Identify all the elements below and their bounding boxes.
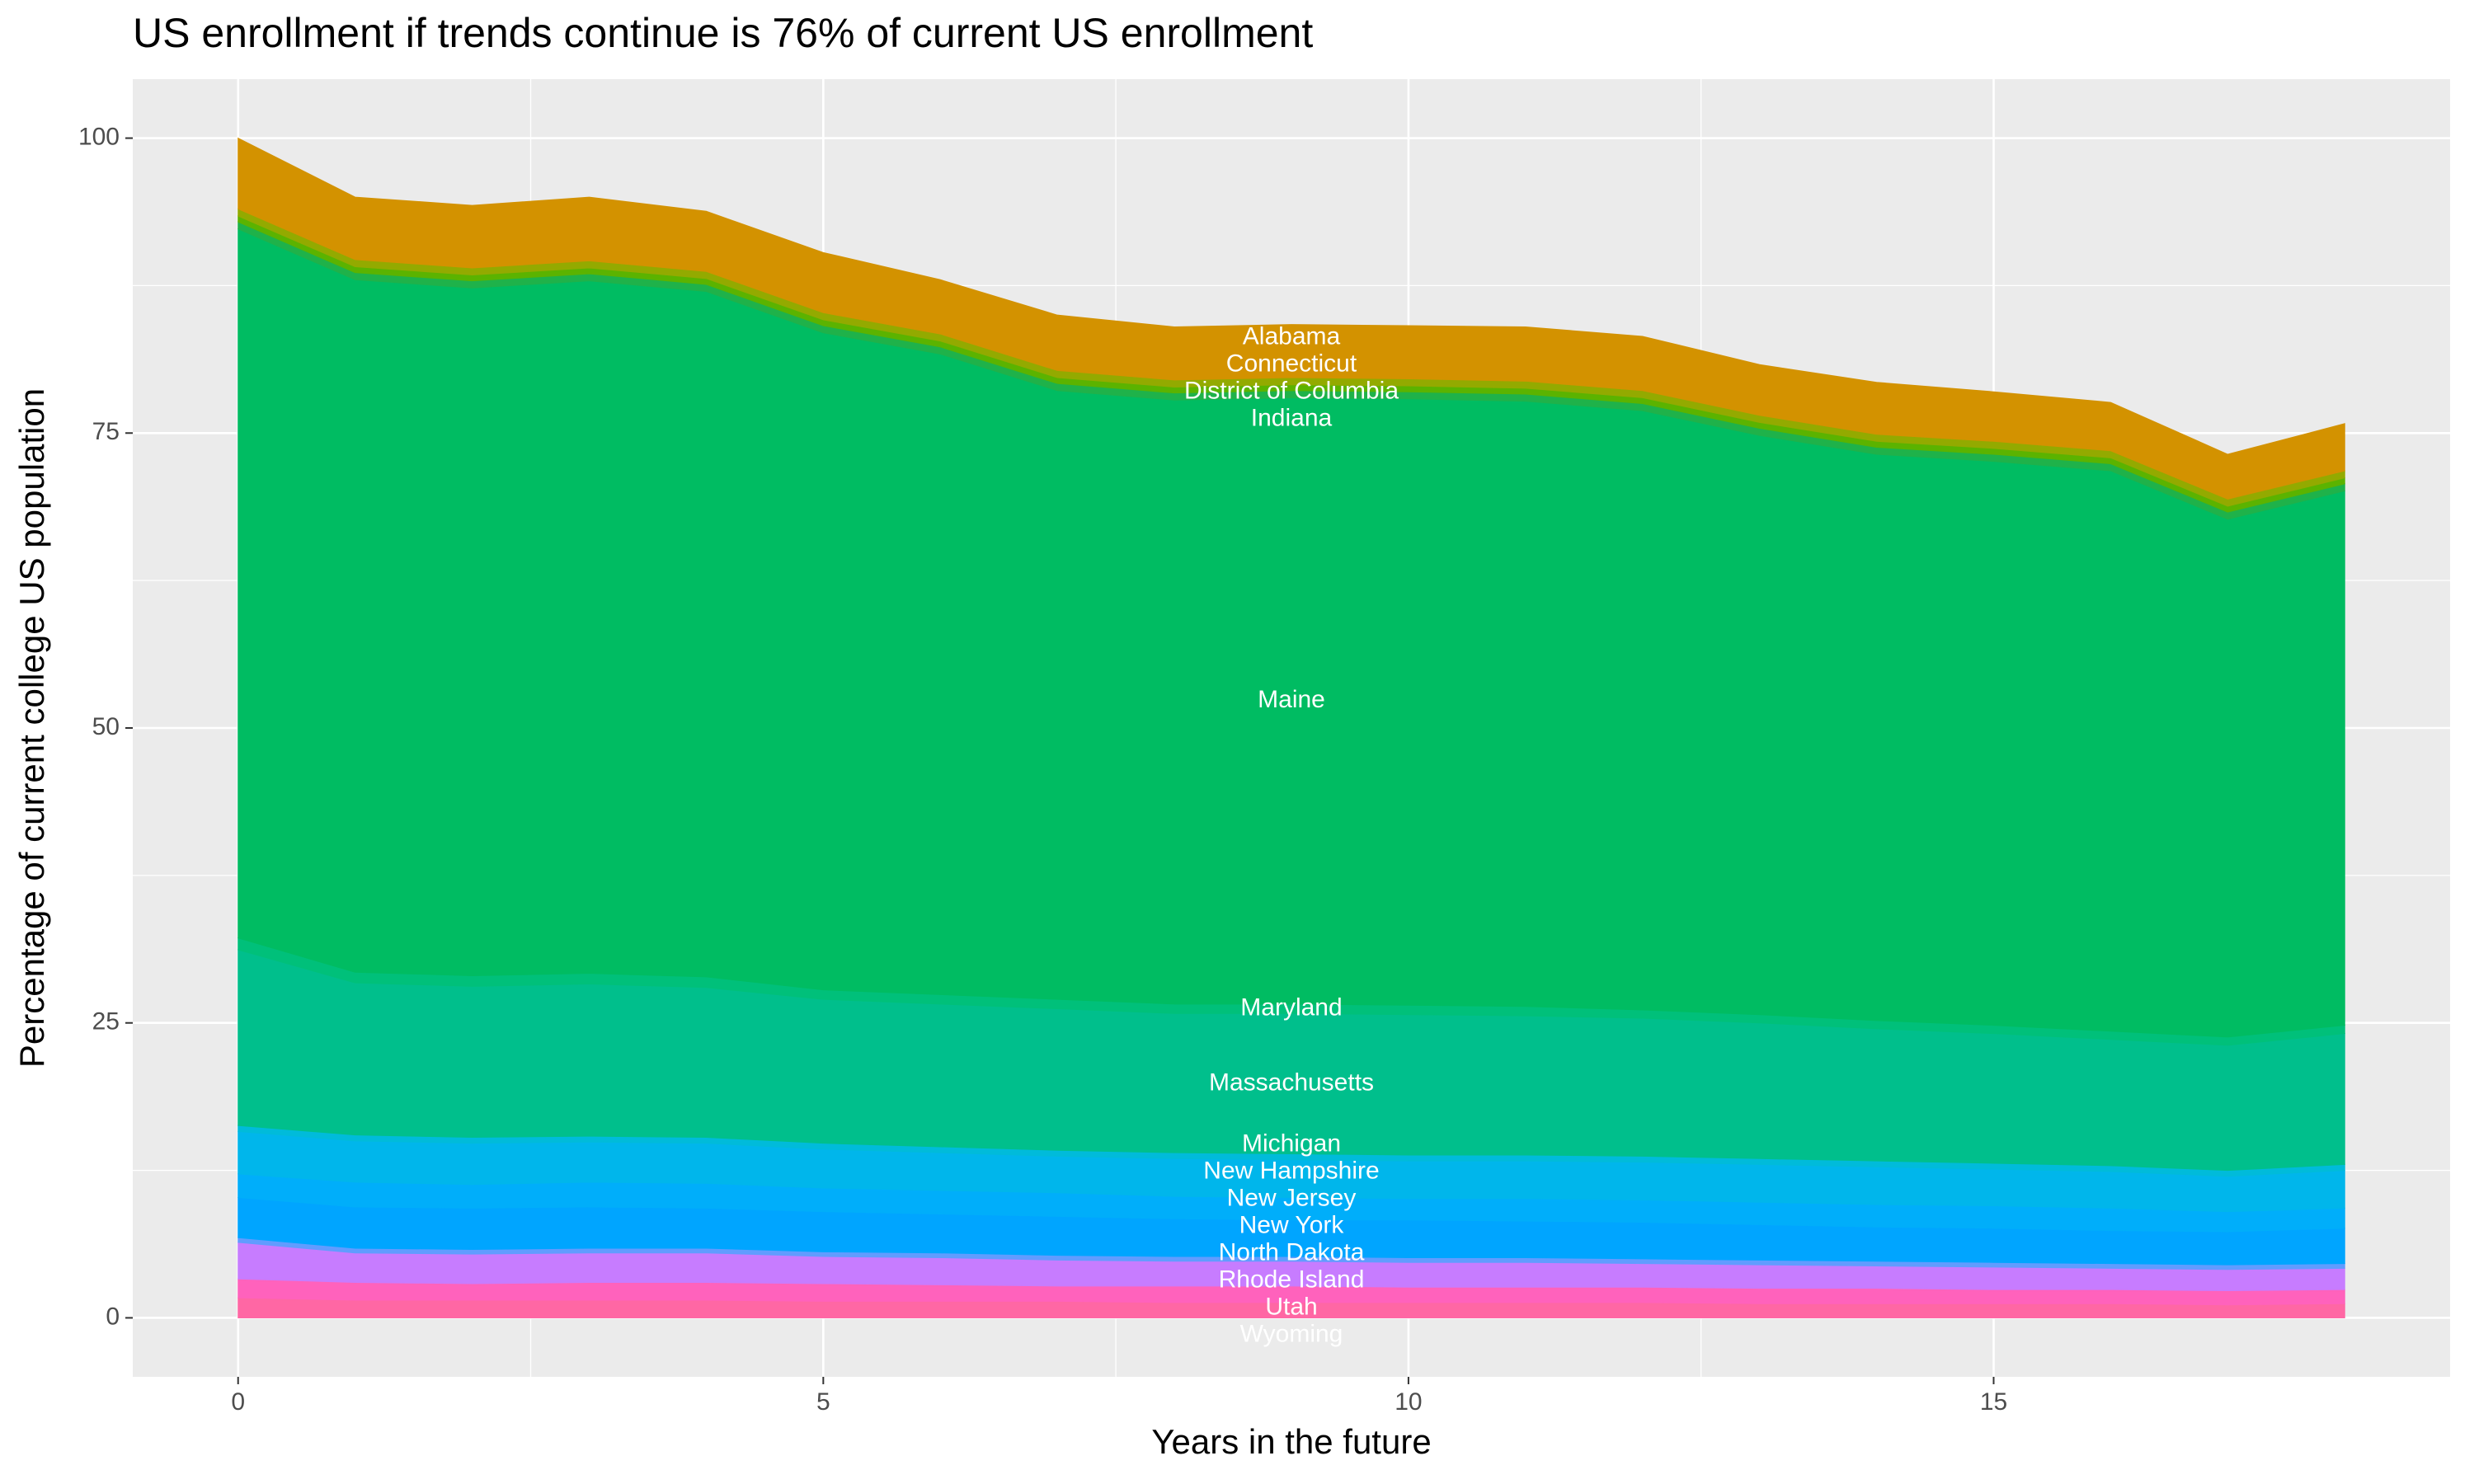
area-label: District of Columbia <box>1184 378 1399 405</box>
area-label: Indiana <box>1251 405 1333 432</box>
x-axis-title: Years in the future <box>1151 1422 1431 1461</box>
y-tick-label: 75 <box>92 418 120 445</box>
x-tick-label: 15 <box>1980 1388 2007 1416</box>
area-label: Maine <box>1258 686 1325 713</box>
area-label: Alabama <box>1243 323 1341 350</box>
area-label: Michigan <box>1242 1129 1341 1157</box>
y-tick-label: 0 <box>106 1303 120 1330</box>
x-tick-label: 10 <box>1395 1388 1422 1416</box>
area-label: Maryland <box>1240 993 1342 1021</box>
area-label: Utah <box>1265 1293 1317 1320</box>
area-label: Rhode Island <box>1219 1266 1365 1293</box>
area-label: New York <box>1239 1211 1345 1238</box>
area-label: North Dakota <box>1219 1238 1365 1266</box>
y-tick-label: 25 <box>92 1008 120 1036</box>
area-label: Wyoming <box>1240 1320 1343 1347</box>
x-tick-label: 0 <box>231 1388 245 1416</box>
area-label: Massachusetts <box>1209 1068 1374 1096</box>
y-axis-title: Percentage of current college US populat… <box>12 388 51 1068</box>
area-label: New Jersey <box>1227 1184 1357 1211</box>
y-tick-label: 100 <box>78 123 120 150</box>
x-tick-label: 5 <box>816 1388 830 1416</box>
area-label: New Hampshire <box>1203 1157 1379 1184</box>
area <box>238 137 2345 500</box>
y-tick-label: 50 <box>92 713 120 740</box>
chart-title: US enrollment if trends continue is 76% … <box>133 10 1313 56</box>
area-label: Connecticut <box>1226 350 1357 378</box>
